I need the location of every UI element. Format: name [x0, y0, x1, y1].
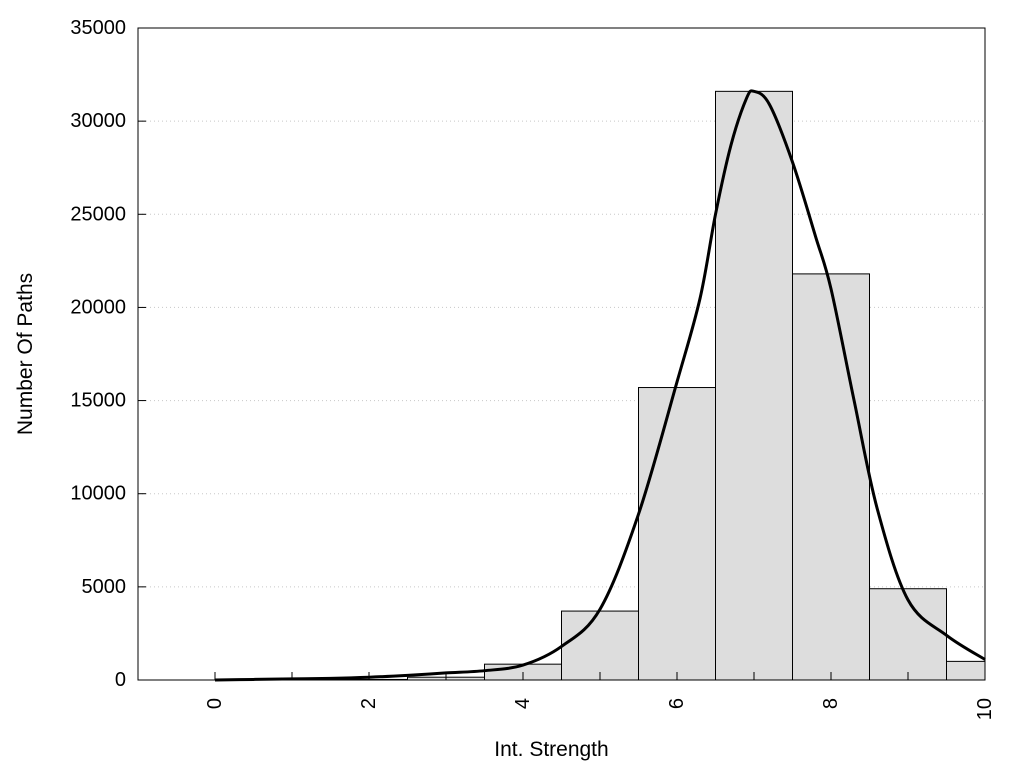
x-tick-label: 10	[974, 698, 996, 720]
y-tick-label: 5000	[82, 576, 127, 598]
y-tick-label: 35000	[70, 17, 126, 39]
histogram-bar	[638, 387, 716, 681]
x-axis-ticks: 0 2 4 6 8 10	[204, 672, 996, 720]
y-tick-label: 0	[115, 669, 126, 691]
y-tick-label: 30000	[70, 110, 126, 132]
y-tick-label: 25000	[70, 203, 126, 225]
x-tick-label: 0	[204, 698, 226, 709]
x-tick-label: 8	[820, 698, 842, 709]
y-tick-label: 20000	[70, 296, 126, 318]
bars	[330, 90, 986, 681]
x-tick-label: 4	[512, 698, 534, 709]
histogram-bar	[792, 273, 870, 681]
y-tick-label: 10000	[70, 483, 126, 505]
histogram-bar	[869, 588, 947, 681]
histogram-bar	[561, 610, 639, 681]
histogram-bar	[946, 660, 986, 681]
y-axis-ticks: 0 5000 10000 15000 20000 25000 30000 35000	[70, 17, 146, 691]
y-tick-label: 15000	[70, 390, 126, 412]
plot-frame	[137, 27, 986, 681]
x-tick-label: 2	[358, 698, 380, 709]
histogram-bar	[715, 90, 793, 681]
y-axis-label: Number Of Paths	[14, 273, 37, 435]
density-curve-line	[214, 89, 986, 682]
density-curve	[214, 89, 986, 682]
x-axis-label: Int. Strength	[494, 738, 608, 761]
x-tick-label: 6	[666, 698, 688, 709]
